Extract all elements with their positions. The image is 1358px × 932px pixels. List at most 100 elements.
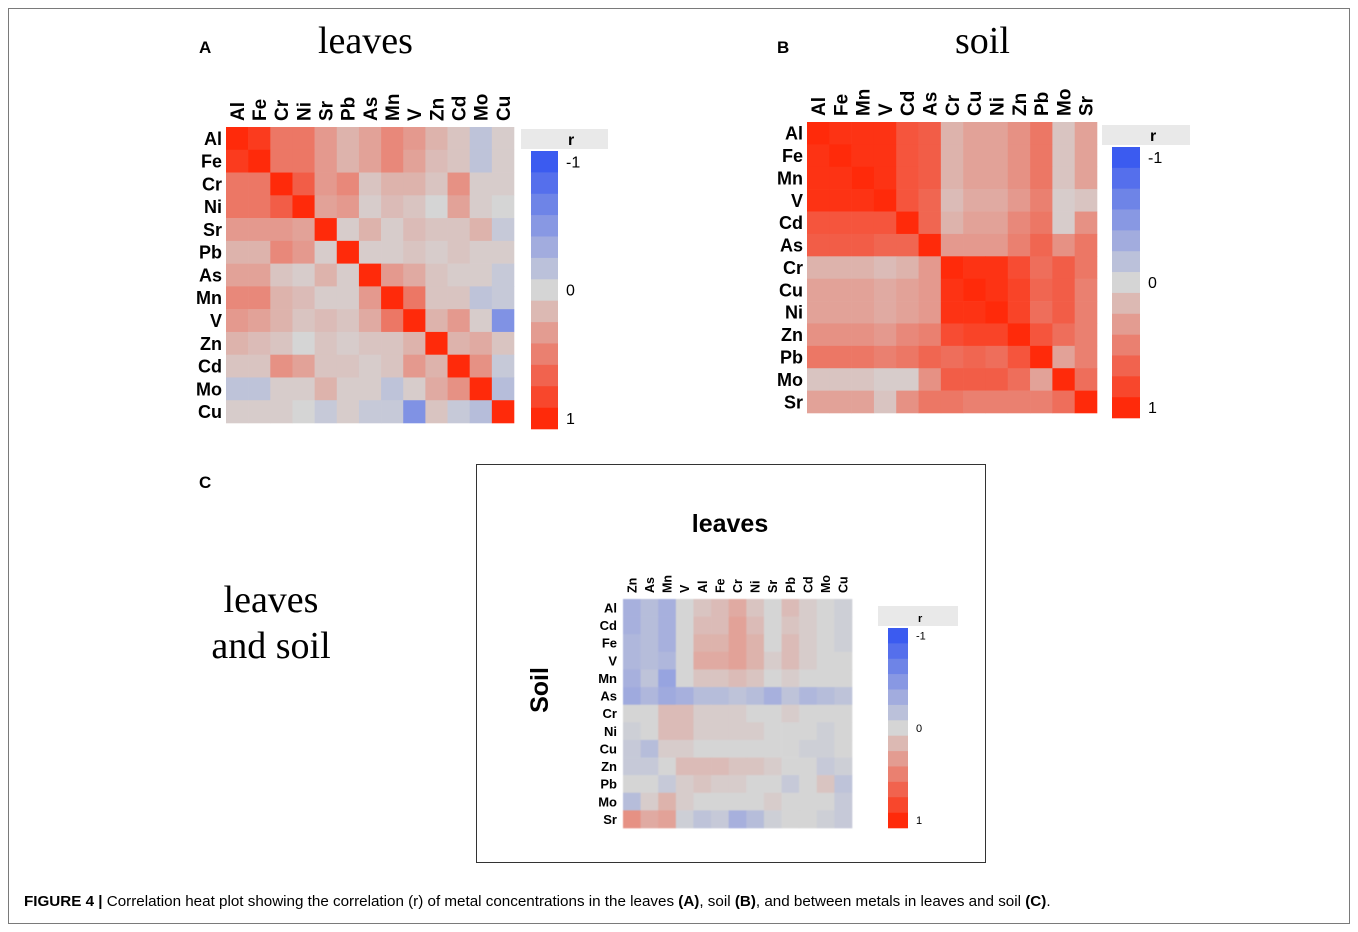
heatmap-cell xyxy=(728,792,747,811)
column-label: V xyxy=(876,103,897,116)
heatmap-cells-c xyxy=(623,599,853,829)
heatmap-cell xyxy=(623,792,641,811)
heatmap-cell xyxy=(834,687,853,705)
heatmap-cell xyxy=(746,810,765,829)
heatmap-cell xyxy=(403,263,426,287)
heatmap-cell xyxy=(851,189,875,212)
heatmap-cell xyxy=(491,400,515,424)
heatmap-cell xyxy=(1074,122,1098,145)
heatmap-cell xyxy=(851,122,875,145)
heatmap-cell xyxy=(336,240,360,264)
heatmap-cell xyxy=(226,309,249,333)
heatmap-cell xyxy=(1030,301,1053,324)
column-label: Ni xyxy=(987,97,1008,116)
heatmap-cell xyxy=(985,278,1009,302)
heatmap-cell xyxy=(1074,301,1098,324)
heatmap-cell xyxy=(1074,345,1098,369)
heatmap-cell xyxy=(816,739,835,758)
heatmap-cell xyxy=(623,616,641,635)
row-label: Sr xyxy=(784,392,803,412)
row-label: Cd xyxy=(198,357,222,377)
legend-swatch xyxy=(1112,251,1140,273)
heatmap-cell xyxy=(658,722,677,741)
heatmap-cell xyxy=(807,301,830,324)
heatmap-cell xyxy=(918,122,942,145)
heatmap-cell xyxy=(270,195,293,219)
heatmap-cell xyxy=(358,286,382,310)
heatmap-cell xyxy=(336,400,360,424)
heatmap-cell xyxy=(711,739,729,758)
heatmap-cell xyxy=(799,739,818,758)
column-label: Cu xyxy=(837,576,851,593)
heatmap-cell xyxy=(1052,390,1075,414)
heatmap-cell xyxy=(403,149,426,173)
heatmap-cell xyxy=(693,669,712,688)
heatmap-cell xyxy=(873,122,897,145)
heatmap-cell xyxy=(799,704,818,723)
heatmap-cell xyxy=(292,172,315,196)
legend-title: r xyxy=(918,613,923,625)
heatmap-cell xyxy=(447,331,470,355)
heatmap-cell xyxy=(1052,256,1075,279)
heatmap-cell xyxy=(1052,144,1075,168)
heatmap-cell xyxy=(829,345,852,369)
heatmap-cell xyxy=(381,331,404,355)
legend-swatch xyxy=(1112,272,1140,294)
heatmap-cell xyxy=(425,354,448,378)
heatmap-cell xyxy=(711,704,729,723)
heatmap-cell xyxy=(381,377,404,401)
heatmap-cell xyxy=(1007,211,1031,235)
heatmap-cell xyxy=(469,195,493,219)
heatmap-cell xyxy=(658,739,677,758)
heatmap-cell xyxy=(270,400,293,424)
row-label: Mo xyxy=(777,370,803,390)
heatmap-cell xyxy=(851,166,875,190)
heatmap-cell xyxy=(292,149,315,173)
heatmap-cell xyxy=(763,775,782,794)
heatmap-cell xyxy=(314,286,338,310)
heatmap-cell xyxy=(1030,166,1053,190)
column-label: Fe xyxy=(831,94,852,116)
heatmap-cell xyxy=(314,309,338,333)
column-label: Cd xyxy=(449,96,470,121)
heatmap-cell xyxy=(658,634,677,653)
heatmap-cell xyxy=(746,687,765,705)
legend-swatch xyxy=(888,735,908,752)
row-label: Mn xyxy=(196,288,222,308)
heatmap-cell xyxy=(469,149,493,173)
legend-swatch xyxy=(531,215,558,237)
heatmap-cell xyxy=(799,687,818,705)
heatmap-cell xyxy=(491,172,515,196)
heatmap-cell xyxy=(873,278,897,302)
heatmap-cell xyxy=(226,149,249,173)
heatmap-cell xyxy=(799,651,818,670)
heatmap-cell xyxy=(1030,144,1053,168)
column-label: Cd xyxy=(898,91,919,116)
heatmap-cell xyxy=(896,122,919,145)
heatmap-cell xyxy=(491,149,515,173)
heatmap-cell xyxy=(829,390,852,414)
heatmap-cell xyxy=(985,233,1009,257)
heatmap-cell xyxy=(711,810,729,829)
column-label: Pb xyxy=(1032,92,1053,116)
column-label: Zn xyxy=(625,578,639,593)
heatmap-cell xyxy=(799,634,818,653)
heatmap-cell xyxy=(623,669,641,688)
heatmap-cell xyxy=(896,278,919,302)
heatmap-cell xyxy=(640,704,659,723)
heatmap-cell xyxy=(469,172,493,196)
heatmap-cell xyxy=(851,211,875,235)
caption-text-1: Correlation heat plot showing the correl… xyxy=(102,893,679,910)
legend-swatch xyxy=(1112,397,1140,419)
heatmap-cell xyxy=(829,323,852,347)
heatmap-cell xyxy=(358,218,382,242)
legend-swatch xyxy=(531,322,558,344)
heatmap-cell xyxy=(896,323,919,347)
heatmap-cell xyxy=(834,792,853,811)
heatmap-cell xyxy=(746,722,765,741)
heatmap-cell xyxy=(623,739,641,758)
panel-b-title: soil xyxy=(955,20,1010,62)
legend-header-b xyxy=(1102,125,1190,145)
heatmap-cell xyxy=(226,172,249,196)
heatmap-cell xyxy=(940,189,964,212)
